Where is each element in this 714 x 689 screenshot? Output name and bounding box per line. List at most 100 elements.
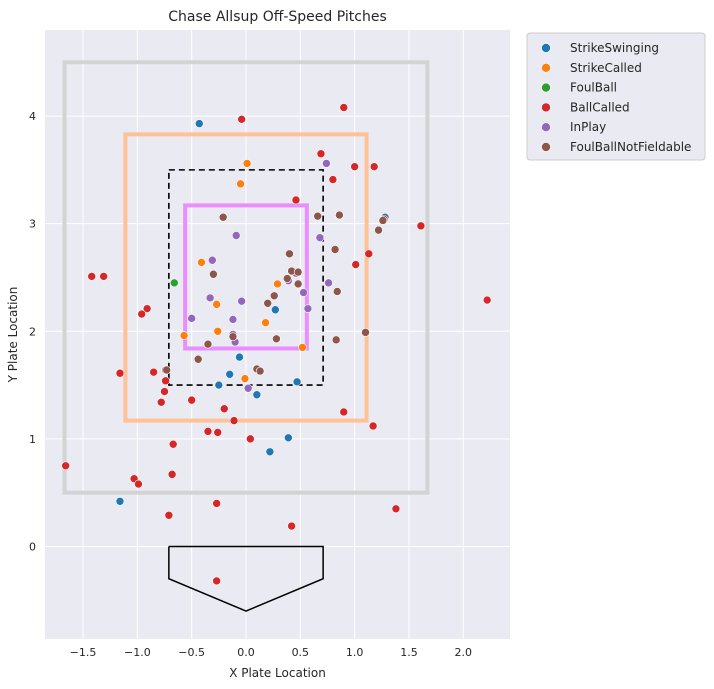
point-foulballnotfieldable [255, 366, 265, 376]
point-strikecalled [298, 343, 307, 352]
point-strikecalled [213, 326, 223, 336]
point-foulballnotfieldable [374, 225, 383, 235]
point-ballcalled [167, 470, 177, 479]
point-ballcalled [316, 149, 326, 159]
point-ballcalled [87, 272, 97, 281]
strike-zone-box [168, 169, 324, 386]
point-inplay [237, 296, 246, 306]
legend-marker [541, 63, 551, 73]
legend-label: BallCalled [570, 100, 630, 114]
point-inplay [243, 383, 253, 393]
y-tick-label: 2 [29, 325, 36, 338]
point-inplay [208, 255, 217, 265]
x-tick-label: 1.0 [346, 646, 364, 659]
point-ballcalled [328, 175, 338, 184]
point-ballcalled [339, 103, 349, 112]
point-strikeswinging [265, 447, 275, 457]
y-axis-label: Y Plate Location [6, 287, 20, 384]
outer-box [62, 60, 430, 495]
point-foulballnotfieldable [293, 279, 303, 289]
legend-marker [541, 142, 551, 152]
point-ballcalled [237, 115, 246, 124]
point-ballcalled [161, 376, 170, 386]
heart-box [183, 203, 309, 351]
point-foulballnotfieldable [203, 339, 213, 349]
point-ballcalled [134, 479, 143, 489]
point-strikeswinging [235, 352, 244, 362]
point-foulball [169, 278, 179, 288]
x-tick-label: −0.5 [178, 646, 205, 659]
x-tick-label: 1.5 [400, 646, 418, 659]
point-strikecalled [240, 374, 250, 383]
point-ballcalled [364, 249, 374, 259]
point-foulballnotfieldable [218, 212, 228, 222]
legend-label: FoulBallNotFieldable [570, 140, 691, 154]
legend-label: InPlay [570, 120, 606, 134]
point-foulballnotfieldable [209, 269, 218, 279]
point-ballcalled [219, 404, 229, 414]
point-foulballnotfieldable [162, 365, 171, 375]
point-inplay [324, 278, 333, 288]
point-foulballnotfieldable [263, 298, 273, 308]
point-strikecalled [212, 300, 221, 309]
point-foulballnotfieldable [285, 249, 294, 259]
x-tick-labels: −1.5 −1.0 −0.5 0.0 0.5 1.0 1.5 2.0 [70, 646, 472, 659]
point-ballcalled [416, 221, 426, 231]
legend: StrikeSwinging StrikeCalled FoulBall BallCa… [526, 32, 706, 161]
point-strikeswinging [271, 305, 280, 315]
point-inplay [205, 293, 215, 303]
y-tick-label: 1 [29, 433, 36, 446]
point-foulballnotfieldable [228, 332, 238, 341]
point-ballcalled [229, 416, 239, 425]
legend-label: StrikeCalled [570, 61, 642, 75]
point-foulballnotfieldable [272, 334, 281, 344]
point-foulballnotfieldable [313, 211, 322, 221]
point-ballcalled [61, 461, 70, 471]
point-inplay [231, 231, 241, 240]
point-strikecalled [197, 258, 206, 267]
point-strikeswinging [194, 119, 204, 128]
point-ballcalled [187, 395, 196, 405]
y-tick-label: 4 [29, 110, 36, 123]
point-foulballnotfieldable [269, 291, 279, 301]
y-tick-label: 3 [29, 218, 36, 231]
x-tick-label: −1.0 [124, 646, 151, 659]
point-foulballnotfieldable [293, 267, 303, 277]
legend-label: StrikeSwinging [570, 41, 659, 55]
point-ballcalled [164, 510, 174, 520]
point-foulballnotfieldable [193, 354, 203, 364]
point-foulballnotfieldable [330, 245, 340, 254]
legend-marker [541, 82, 551, 93]
point-ballcalled [142, 304, 152, 313]
point-ballcalled [212, 576, 221, 586]
point-ballcalled [99, 272, 108, 281]
point-ballcalled [339, 407, 349, 417]
x-tick-label: 0.0 [237, 646, 255, 659]
x-tick-label: 0.5 [292, 646, 310, 659]
point-ballcalled [213, 428, 223, 437]
home-plate-outline [168, 545, 324, 612]
point-inplay [322, 159, 331, 168]
point-foulballnotfieldable [332, 287, 342, 296]
point-ballcalled [160, 387, 169, 396]
point-inplay [299, 288, 308, 297]
data-points [61, 103, 492, 586]
point-strikecalled [179, 331, 189, 340]
y-tick-label: 0 [29, 540, 36, 553]
point-strikeswinging [284, 433, 293, 443]
chart-title: Chase Allsup Off-Speed Pitches [168, 9, 387, 25]
point-inplay [303, 304, 313, 313]
point-foulballnotfieldable [335, 210, 344, 220]
point-strikeswinging [225, 370, 234, 379]
point-ballcalled [203, 427, 213, 436]
legend-marker [541, 102, 551, 113]
point-strikeswinging [115, 496, 125, 506]
point-ballcalled [168, 439, 178, 449]
x-tick-label: 2.0 [455, 646, 473, 659]
point-ballcalled [137, 309, 146, 319]
plot-background [45, 30, 510, 639]
point-ballcalled [246, 434, 255, 444]
point-foulballnotfieldable [361, 328, 370, 337]
point-strikeswinging [252, 390, 262, 400]
